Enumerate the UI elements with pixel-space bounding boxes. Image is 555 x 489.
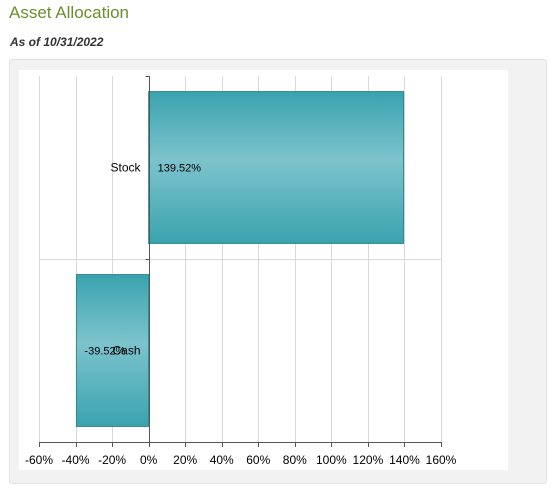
bar-cash xyxy=(75,274,150,427)
page-title: Asset Allocation xyxy=(9,3,130,22)
x-tick-label: -20% xyxy=(98,453,126,467)
x-tick-label: 140% xyxy=(389,453,420,467)
x-tick-label: 160% xyxy=(426,453,457,467)
x-tick-label: 60% xyxy=(246,453,270,467)
as-of-date: As of 10/31/2022 xyxy=(10,35,104,49)
x-tick-label: -40% xyxy=(62,453,90,467)
x-tick-label: 0% xyxy=(140,453,158,467)
x-tick-label: 20% xyxy=(173,453,197,467)
data-label-cash: -39.52% xyxy=(84,346,125,358)
x-tick-label: 100% xyxy=(316,453,347,467)
x-tick-label: -60% xyxy=(25,453,53,467)
x-tick-label: 40% xyxy=(210,453,234,467)
data-label-stock: 139.52% xyxy=(158,163,202,175)
category-label-cash: Cash xyxy=(112,344,140,358)
bar-stock xyxy=(148,91,405,244)
x-tick-label: 120% xyxy=(353,453,384,467)
category-label-stock: Stock xyxy=(110,161,141,175)
x-tick-label: 80% xyxy=(283,453,307,467)
